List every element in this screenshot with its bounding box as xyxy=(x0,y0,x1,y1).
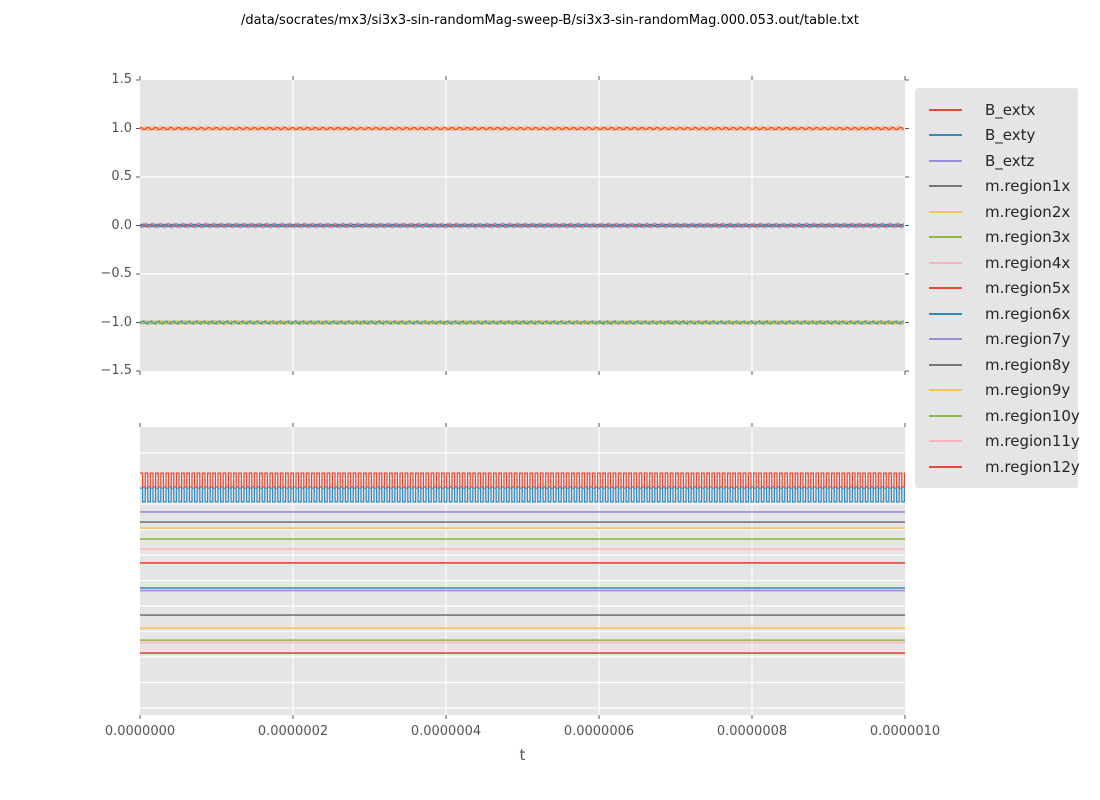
legend-item: m.region10y xyxy=(915,403,1080,428)
legend-line-swatch xyxy=(929,312,962,315)
legend-item: m.region2x xyxy=(915,199,1078,224)
series-square-blue xyxy=(140,487,905,503)
legend-line-swatch xyxy=(929,210,962,213)
legend-line-swatch xyxy=(929,338,962,340)
legend-line-swatch xyxy=(929,159,962,162)
y-tick-label: 1.0 xyxy=(111,120,132,136)
legend-item: m.region1x xyxy=(915,174,1078,199)
legend-item: m.region12y xyxy=(915,454,1080,479)
y-tick-label: 1.5 xyxy=(111,72,132,87)
legend-line-swatch xyxy=(929,440,962,442)
legend-line-swatch xyxy=(929,465,962,468)
legend-item: m.region11y xyxy=(915,429,1080,454)
plot-area xyxy=(139,423,906,719)
legend-line-swatch xyxy=(929,414,962,417)
legend-label: m.region11y xyxy=(985,432,1080,450)
legend-label: m.region9y xyxy=(985,381,1071,399)
legend-line-swatch xyxy=(929,134,962,136)
legend-item: m.region3x xyxy=(915,225,1078,250)
legend-label: m.region7y xyxy=(985,330,1071,348)
legend-line-swatch xyxy=(929,185,962,187)
legend-label: m.region1x xyxy=(985,177,1071,195)
legend-item: m.region4x xyxy=(915,250,1078,275)
y-tick-label: −0.5 xyxy=(100,266,132,281)
y-tick-label: −1.0 xyxy=(100,314,132,330)
series-square-red xyxy=(140,472,905,488)
x-tick-label: 0.0000010 xyxy=(869,724,941,739)
top-subplot xyxy=(136,76,909,375)
legend-label: m.region4x xyxy=(985,253,1071,272)
legend-line-swatch xyxy=(929,236,962,238)
series-line-orange xyxy=(139,319,905,326)
legend-item: m.region8y xyxy=(915,352,1078,377)
legend-item: B_exty xyxy=(915,123,1078,148)
legend-label: m.region3x xyxy=(985,228,1071,246)
x-tick-label: 0.0000006 xyxy=(563,724,635,739)
legend-item: m.region5x xyxy=(915,276,1078,301)
legend: B_extx B_exty B_extz m.region1x m.region2x m.… xyxy=(915,88,1080,488)
bottom-subplot xyxy=(139,423,906,719)
series-line-green xyxy=(139,320,905,325)
series-line-pink xyxy=(139,125,905,132)
x-axis-label: t xyxy=(519,746,526,764)
legend-item: B_extz xyxy=(915,148,1078,173)
legend-label: m.region6x xyxy=(985,304,1071,323)
legend-item: B_extx xyxy=(915,97,1078,122)
y-tick-label: −1.5 xyxy=(100,363,132,378)
legend-label: m.region8y xyxy=(985,355,1071,374)
legend-line-swatch xyxy=(929,389,962,391)
legend-label: B_extx xyxy=(985,100,1036,119)
legend-label: B_exty xyxy=(985,126,1036,144)
x-tick-label: 0.0000004 xyxy=(410,724,482,739)
legend-label: m.region2x xyxy=(985,202,1071,221)
legend-line-swatch xyxy=(929,287,962,289)
series-line-purple xyxy=(139,222,905,229)
legend-item: m.region7y xyxy=(915,327,1078,352)
legend-label: B_extz xyxy=(985,151,1035,170)
legend-label: m.region10y xyxy=(985,406,1080,425)
legend-label: m.region5x xyxy=(985,279,1071,297)
legend-label: m.region12y xyxy=(985,457,1080,476)
series-line-blue xyxy=(139,223,905,228)
y-tick-label: 0.5 xyxy=(111,169,132,184)
series-line-red xyxy=(139,126,905,131)
plot-title: /data/socrates/mx3/si3x3-sin-randomMag-s… xyxy=(241,13,859,28)
legend-item: m.region9y xyxy=(915,378,1078,403)
legend-line-swatch xyxy=(929,108,962,111)
x-tick-label: 0.0000002 xyxy=(257,724,329,739)
x-tick-label: 0.0000008 xyxy=(716,724,788,739)
plot-area xyxy=(136,76,909,375)
legend-line-swatch xyxy=(929,261,962,264)
y-tick-label: 0.0 xyxy=(111,217,132,233)
legend-item: m.region6x xyxy=(915,301,1078,326)
x-tick-label: 0.0000000 xyxy=(104,724,176,739)
legend-line-swatch xyxy=(929,363,962,366)
